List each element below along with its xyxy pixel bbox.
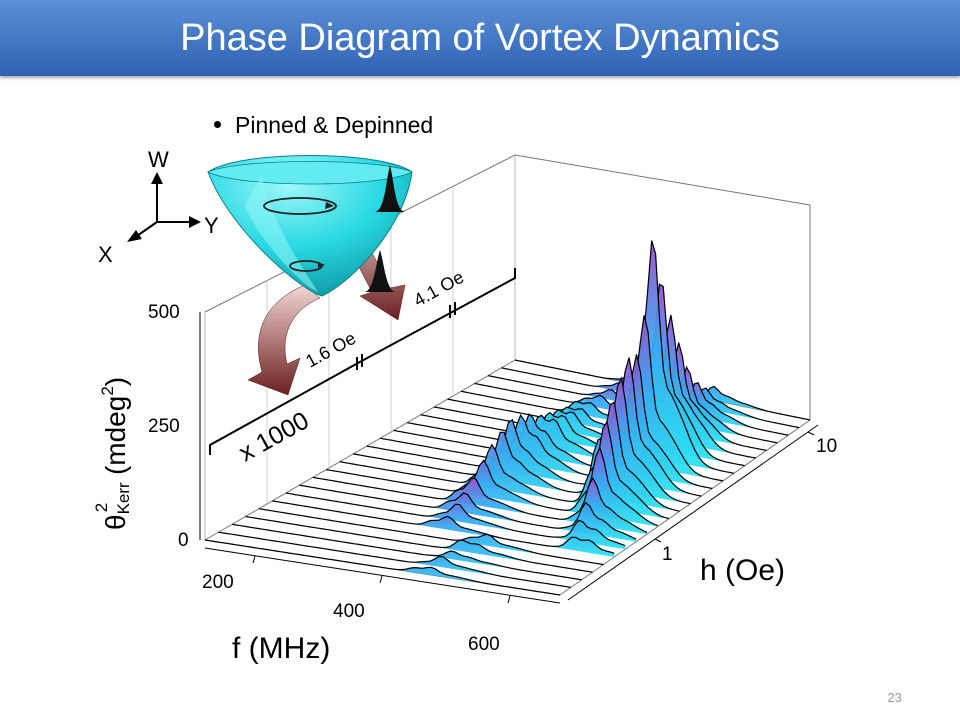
z-tick-label: 500	[148, 302, 180, 323]
z-tick-label: 0	[178, 530, 189, 551]
trace-line	[420, 240, 735, 474]
page-number: 23	[887, 690, 902, 705]
trace-line	[299, 484, 637, 540]
f-tick-label: 600	[468, 634, 500, 655]
bullet-dot-icon	[214, 121, 221, 129]
vortex-cone-icon	[207, 155, 413, 297]
h-tick-label: 1	[662, 544, 673, 565]
trace-line	[433, 283, 745, 467]
axis-y-label: Y	[204, 213, 219, 238]
field-brackets	[209, 268, 516, 455]
annotation-scale-factor: x 1000	[234, 406, 313, 467]
trace-line	[366, 376, 691, 505]
svg-text:θKerr2 (mdeg2): θKerr2 (mdeg2)	[92, 377, 133, 530]
coordinate-axes-icon	[127, 172, 201, 242]
trace-line	[407, 315, 724, 482]
z-label-theta: θ	[100, 514, 131, 530]
z-tick-label: 250	[148, 416, 180, 437]
h-axis: 1 10 h (Oe)	[567, 424, 837, 601]
f-tick-label: 200	[202, 572, 234, 593]
trace-line	[447, 314, 756, 459]
annotation-field-low: 1.6 Oe	[302, 328, 359, 372]
title-bar	[0, 0, 960, 76]
h-tick-label: 10	[816, 436, 837, 457]
trace-line	[204, 539, 561, 596]
trace-line	[231, 523, 582, 581]
trace-line	[393, 354, 713, 490]
waterfall-traces	[204, 240, 811, 596]
trace-line	[326, 446, 659, 527]
z-axis: 500 250 0	[148, 302, 201, 551]
arrow-left-icon	[247, 284, 321, 396]
trace-line	[285, 492, 626, 547]
z-label-sub: Kerr	[114, 482, 133, 514]
f-tick-label: 400	[333, 601, 365, 622]
z-axis-label: θKerr2 (mdeg2)	[92, 377, 133, 530]
trace-line	[353, 401, 680, 512]
trace-line	[272, 500, 615, 554]
z-label-unit-sup: 2	[98, 386, 117, 395]
bullet-text: Pinned & Depinned	[235, 112, 434, 138]
annotation-field-high: 4.1 Oe	[410, 267, 467, 311]
h-axis-label: h (Oe)	[700, 554, 785, 587]
trace-line	[339, 420, 669, 520]
trace-line	[245, 515, 593, 573]
axis-x-label: X	[98, 242, 113, 267]
axis-w-label: W	[148, 147, 169, 172]
z-label-sup: 2	[92, 503, 111, 512]
f-axis-label: f (MHz)	[232, 632, 330, 665]
trace-line	[380, 357, 702, 497]
trace-line	[312, 476, 648, 533]
trace-fill	[420, 240, 734, 474]
trace-line	[218, 531, 571, 588]
bullet-item: Pinned & Depinned	[214, 112, 433, 139]
trace-line	[258, 508, 604, 566]
f-axis: 200 400 600 f (MHz)	[202, 547, 561, 665]
z-label-unit: (mdeg	[100, 396, 131, 483]
slide-title: Phase Diagram of Vortex Dynamics	[180, 17, 780, 59]
z-label-close: )	[100, 377, 131, 386]
